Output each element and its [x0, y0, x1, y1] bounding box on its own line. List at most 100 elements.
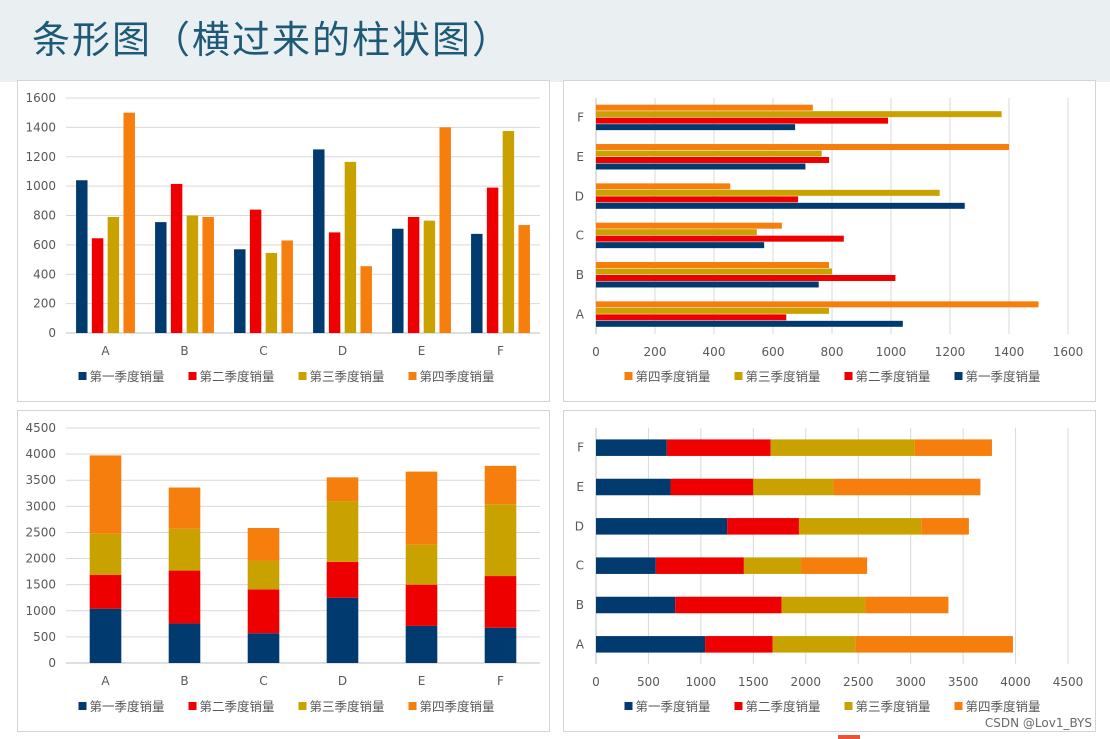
bar	[596, 275, 896, 281]
bar	[91, 238, 104, 333]
x-tick-label: 1400	[994, 345, 1025, 359]
bar	[596, 301, 1039, 308]
bar	[798, 518, 922, 535]
horizontal-stacked-bar-chart: 0 500 1000 1500 2000 2500 3000 3500 4000 4500 A B C D…	[575, 428, 1084, 714]
bar	[675, 596, 782, 614]
bar	[596, 307, 830, 314]
legend-label: 第三季度销量	[856, 699, 931, 714]
bar	[596, 596, 676, 614]
y-tick-label: E	[576, 480, 584, 494]
legend-swatch	[78, 702, 87, 710]
bar	[326, 477, 359, 502]
bar	[247, 589, 280, 634]
bar	[743, 557, 802, 574]
x-tick-label: 500	[637, 675, 660, 689]
legend-label: 第三季度销量	[746, 369, 821, 384]
bar	[89, 455, 122, 534]
legend-swatch	[298, 372, 307, 380]
bar	[855, 636, 1013, 653]
bar	[89, 575, 122, 609]
legend-swatch	[734, 702, 743, 710]
y-tick-label: 2000	[25, 552, 56, 566]
y-tick-label: A	[576, 637, 585, 651]
bar	[247, 528, 280, 561]
legend-label: 第三季度销量	[310, 699, 385, 714]
chart-panel-vertical-stacked: 0 500 1000 1500 2000 2500 3000 3500 4000 4500 A B C D…	[17, 410, 550, 732]
legend-swatch	[844, 372, 853, 380]
y-tick-label: 400	[33, 267, 56, 281]
chart-panel-vertical-clustered: 0 200 400 600 800 1000 1200 1400 1600 A B C D E F 第一季度销…	[17, 80, 550, 402]
x-tick-label: 3000	[895, 675, 926, 689]
bar	[865, 596, 949, 614]
y-tick-label: B	[576, 598, 584, 612]
y-tick-label: A	[576, 307, 585, 321]
bar	[596, 478, 671, 496]
bar	[596, 557, 656, 574]
bar	[168, 570, 201, 624]
x-tick-label: 1500	[738, 675, 769, 689]
bar	[360, 266, 372, 333]
y-tick-label: 500	[33, 630, 56, 644]
bar	[439, 127, 451, 333]
y-tick-label: D	[575, 519, 584, 533]
x-tick-label: 600	[762, 345, 785, 359]
y-tick-label: 800	[33, 209, 56, 223]
legend-label: 第一季度销量	[966, 369, 1041, 384]
bar	[596, 104, 813, 111]
bar	[344, 161, 357, 333]
x-tick-label: A	[101, 344, 110, 358]
title-band	[0, 0, 1110, 82]
y-tick-label: 200	[33, 297, 56, 311]
y-tick-label: 0	[48, 656, 56, 670]
bar	[484, 504, 517, 577]
bar	[89, 608, 122, 663]
bar	[186, 215, 199, 333]
bar	[666, 439, 771, 456]
bar	[313, 149, 325, 333]
bar	[596, 281, 819, 288]
legend-label: 第一季度销量	[636, 699, 711, 714]
bar	[596, 202, 965, 209]
bar	[596, 150, 822, 157]
bar	[596, 196, 799, 203]
bar	[486, 187, 499, 333]
y-tick-label: F	[577, 441, 584, 455]
bar	[326, 561, 359, 598]
x-tick-label: 4500	[1053, 675, 1084, 689]
y-tick-label: 1600	[25, 91, 56, 105]
legend-label: 第四季度销量	[420, 369, 495, 384]
y-tick-label: 600	[33, 238, 56, 252]
chart-panel-horizontal-stacked: 0 500 1000 1500 2000 2500 3000 3500 4000 4500 A B C D…	[563, 410, 1096, 732]
bar	[753, 478, 834, 496]
y-tick-label: E	[576, 150, 584, 164]
bar	[596, 320, 903, 327]
x-tick-label: E	[418, 344, 426, 358]
x-tick-label: B	[180, 344, 188, 358]
bar	[168, 623, 201, 663]
y-tick-label: 3500	[25, 473, 56, 487]
bar	[168, 528, 201, 571]
legend-label: 第二季度销量	[856, 369, 931, 384]
legend-swatch	[844, 702, 853, 710]
chart-panel-horizontal-clustered: 0 200 400 600 800 1000 1200 1400 1600 A B C D E F 第四季度销…	[563, 80, 1096, 402]
legend-swatch	[298, 702, 307, 710]
bar	[249, 209, 262, 333]
x-tick-label: F	[497, 344, 504, 358]
vertical-clustered-bar-chart: 0 200 400 600 800 1000 1200 1400 1600 A B C D E F 第一季度销…	[25, 91, 540, 384]
x-tick-label: 1000	[686, 675, 717, 689]
page-title: 条形图（横过来的柱状图）	[32, 18, 513, 62]
legend-label: 第四季度销量	[420, 699, 495, 714]
legend-swatch	[188, 372, 197, 380]
bar	[670, 478, 754, 496]
bar	[914, 439, 992, 456]
x-tick-label: E	[418, 674, 426, 688]
bar	[596, 163, 806, 170]
legend-label: 第一季度销量	[90, 369, 165, 384]
legend-label: 第一季度销量	[90, 699, 165, 714]
x-tick-label: 4000	[1000, 675, 1031, 689]
x-tick-label: 1000	[876, 345, 907, 359]
bar	[405, 584, 438, 626]
legend-swatch	[954, 702, 963, 710]
bar	[423, 220, 436, 333]
bar	[405, 625, 438, 663]
